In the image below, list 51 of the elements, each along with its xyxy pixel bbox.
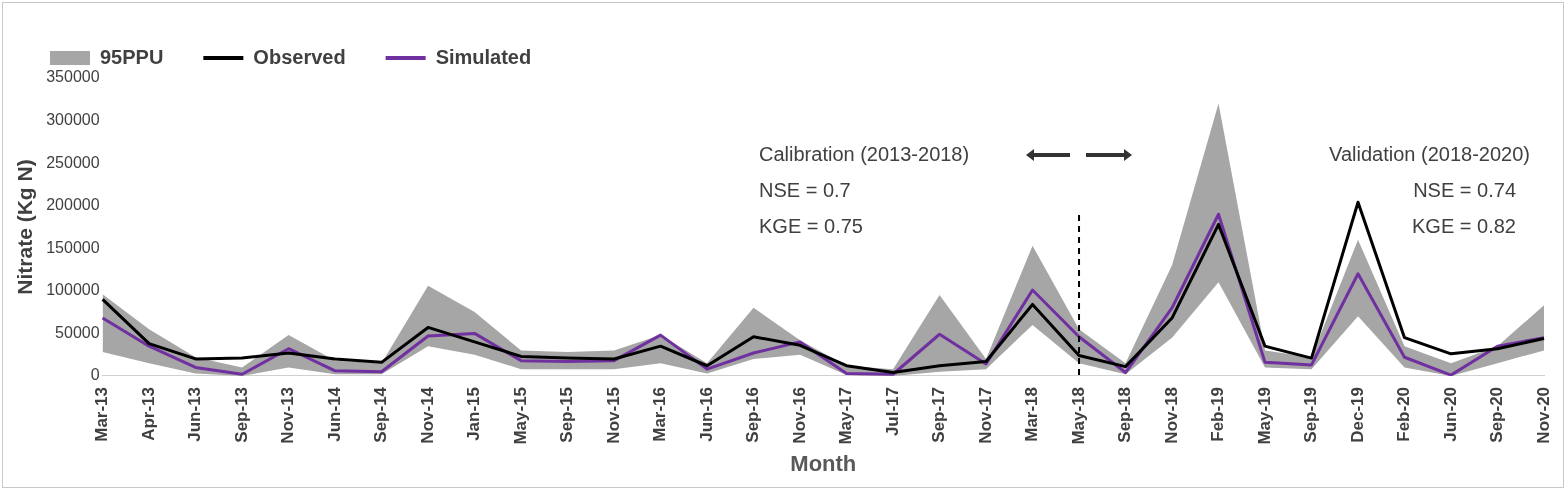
- legend-label: Simulated: [435, 45, 532, 68]
- x-tick-label: Sep-18: [1115, 386, 1135, 443]
- x-tick-label: Nov-17: [975, 386, 995, 444]
- annotation: Calibration (2013-2018): [759, 142, 970, 165]
- y-tick-label: 300000: [46, 110, 100, 128]
- annotation: Validation (2018-2020): [1329, 142, 1530, 165]
- x-tick-label: Sep-19: [1301, 386, 1321, 443]
- y-axis-title: Nitrate (Kg N): [13, 159, 37, 295]
- x-tick-label: Mar-16: [650, 386, 670, 442]
- x-tick-label: Sep-16: [743, 386, 763, 443]
- x-tick-label: Mar-13: [92, 386, 112, 442]
- x-tick-label: May-17: [836, 386, 856, 445]
- x-tick-label: Nov-18: [1161, 386, 1181, 444]
- x-tick-label: Jun-20: [1440, 386, 1460, 442]
- x-tick-label: Nov-14: [417, 386, 437, 444]
- annotation: NSE = 0.74: [1413, 178, 1516, 201]
- x-tick-label: Mar-18: [1022, 386, 1042, 442]
- x-tick-label: Nov-16: [789, 386, 809, 444]
- x-tick-label: Sep-20: [1487, 386, 1507, 443]
- y-tick-label: 0: [90, 366, 100, 384]
- x-tick-label: Jan-15: [464, 386, 484, 441]
- x-tick-label: May-18: [1068, 386, 1088, 445]
- x-tick-label: Feb-20: [1394, 386, 1414, 442]
- annotation: KGE = 0.82: [1412, 214, 1516, 237]
- y-tick-label: 200000: [46, 196, 100, 214]
- x-axis-title: Month: [790, 450, 857, 476]
- x-tick-label: Sep-15: [557, 386, 577, 443]
- x-tick-label: Sep-14: [371, 386, 391, 443]
- y-tick-label: 50000: [55, 323, 100, 341]
- y-tick-label: 150000: [46, 238, 100, 256]
- annotation: NSE = 0.7: [759, 178, 851, 201]
- legend-label: 95PPU: [100, 45, 164, 68]
- x-tick-label: Jun-13: [185, 386, 205, 442]
- x-tick-label: Jun-14: [324, 386, 344, 442]
- x-tick-label: May-19: [1254, 386, 1274, 445]
- x-tick-label: Jun-16: [696, 386, 716, 442]
- x-tick-label: Nov-20: [1533, 386, 1553, 444]
- y-tick-label: 250000: [46, 153, 100, 171]
- x-tick-label: Nov-13: [278, 386, 298, 444]
- x-tick-label: Nov-15: [603, 386, 623, 444]
- x-tick-label: Sep-13: [231, 386, 251, 443]
- x-tick-label: Jul-17: [882, 386, 902, 437]
- x-tick-label: Sep-17: [929, 386, 949, 443]
- x-tick-label: Apr-13: [138, 386, 158, 441]
- x-tick-label: May-15: [510, 386, 530, 445]
- x-tick-label: Dec-19: [1347, 386, 1367, 443]
- y-tick-label: 350000: [46, 68, 100, 86]
- legend-label: Observed: [253, 45, 346, 68]
- annotation: KGE = 0.75: [759, 214, 863, 237]
- y-tick-label: 100000: [46, 281, 100, 299]
- x-tick-label: Feb-19: [1208, 386, 1228, 442]
